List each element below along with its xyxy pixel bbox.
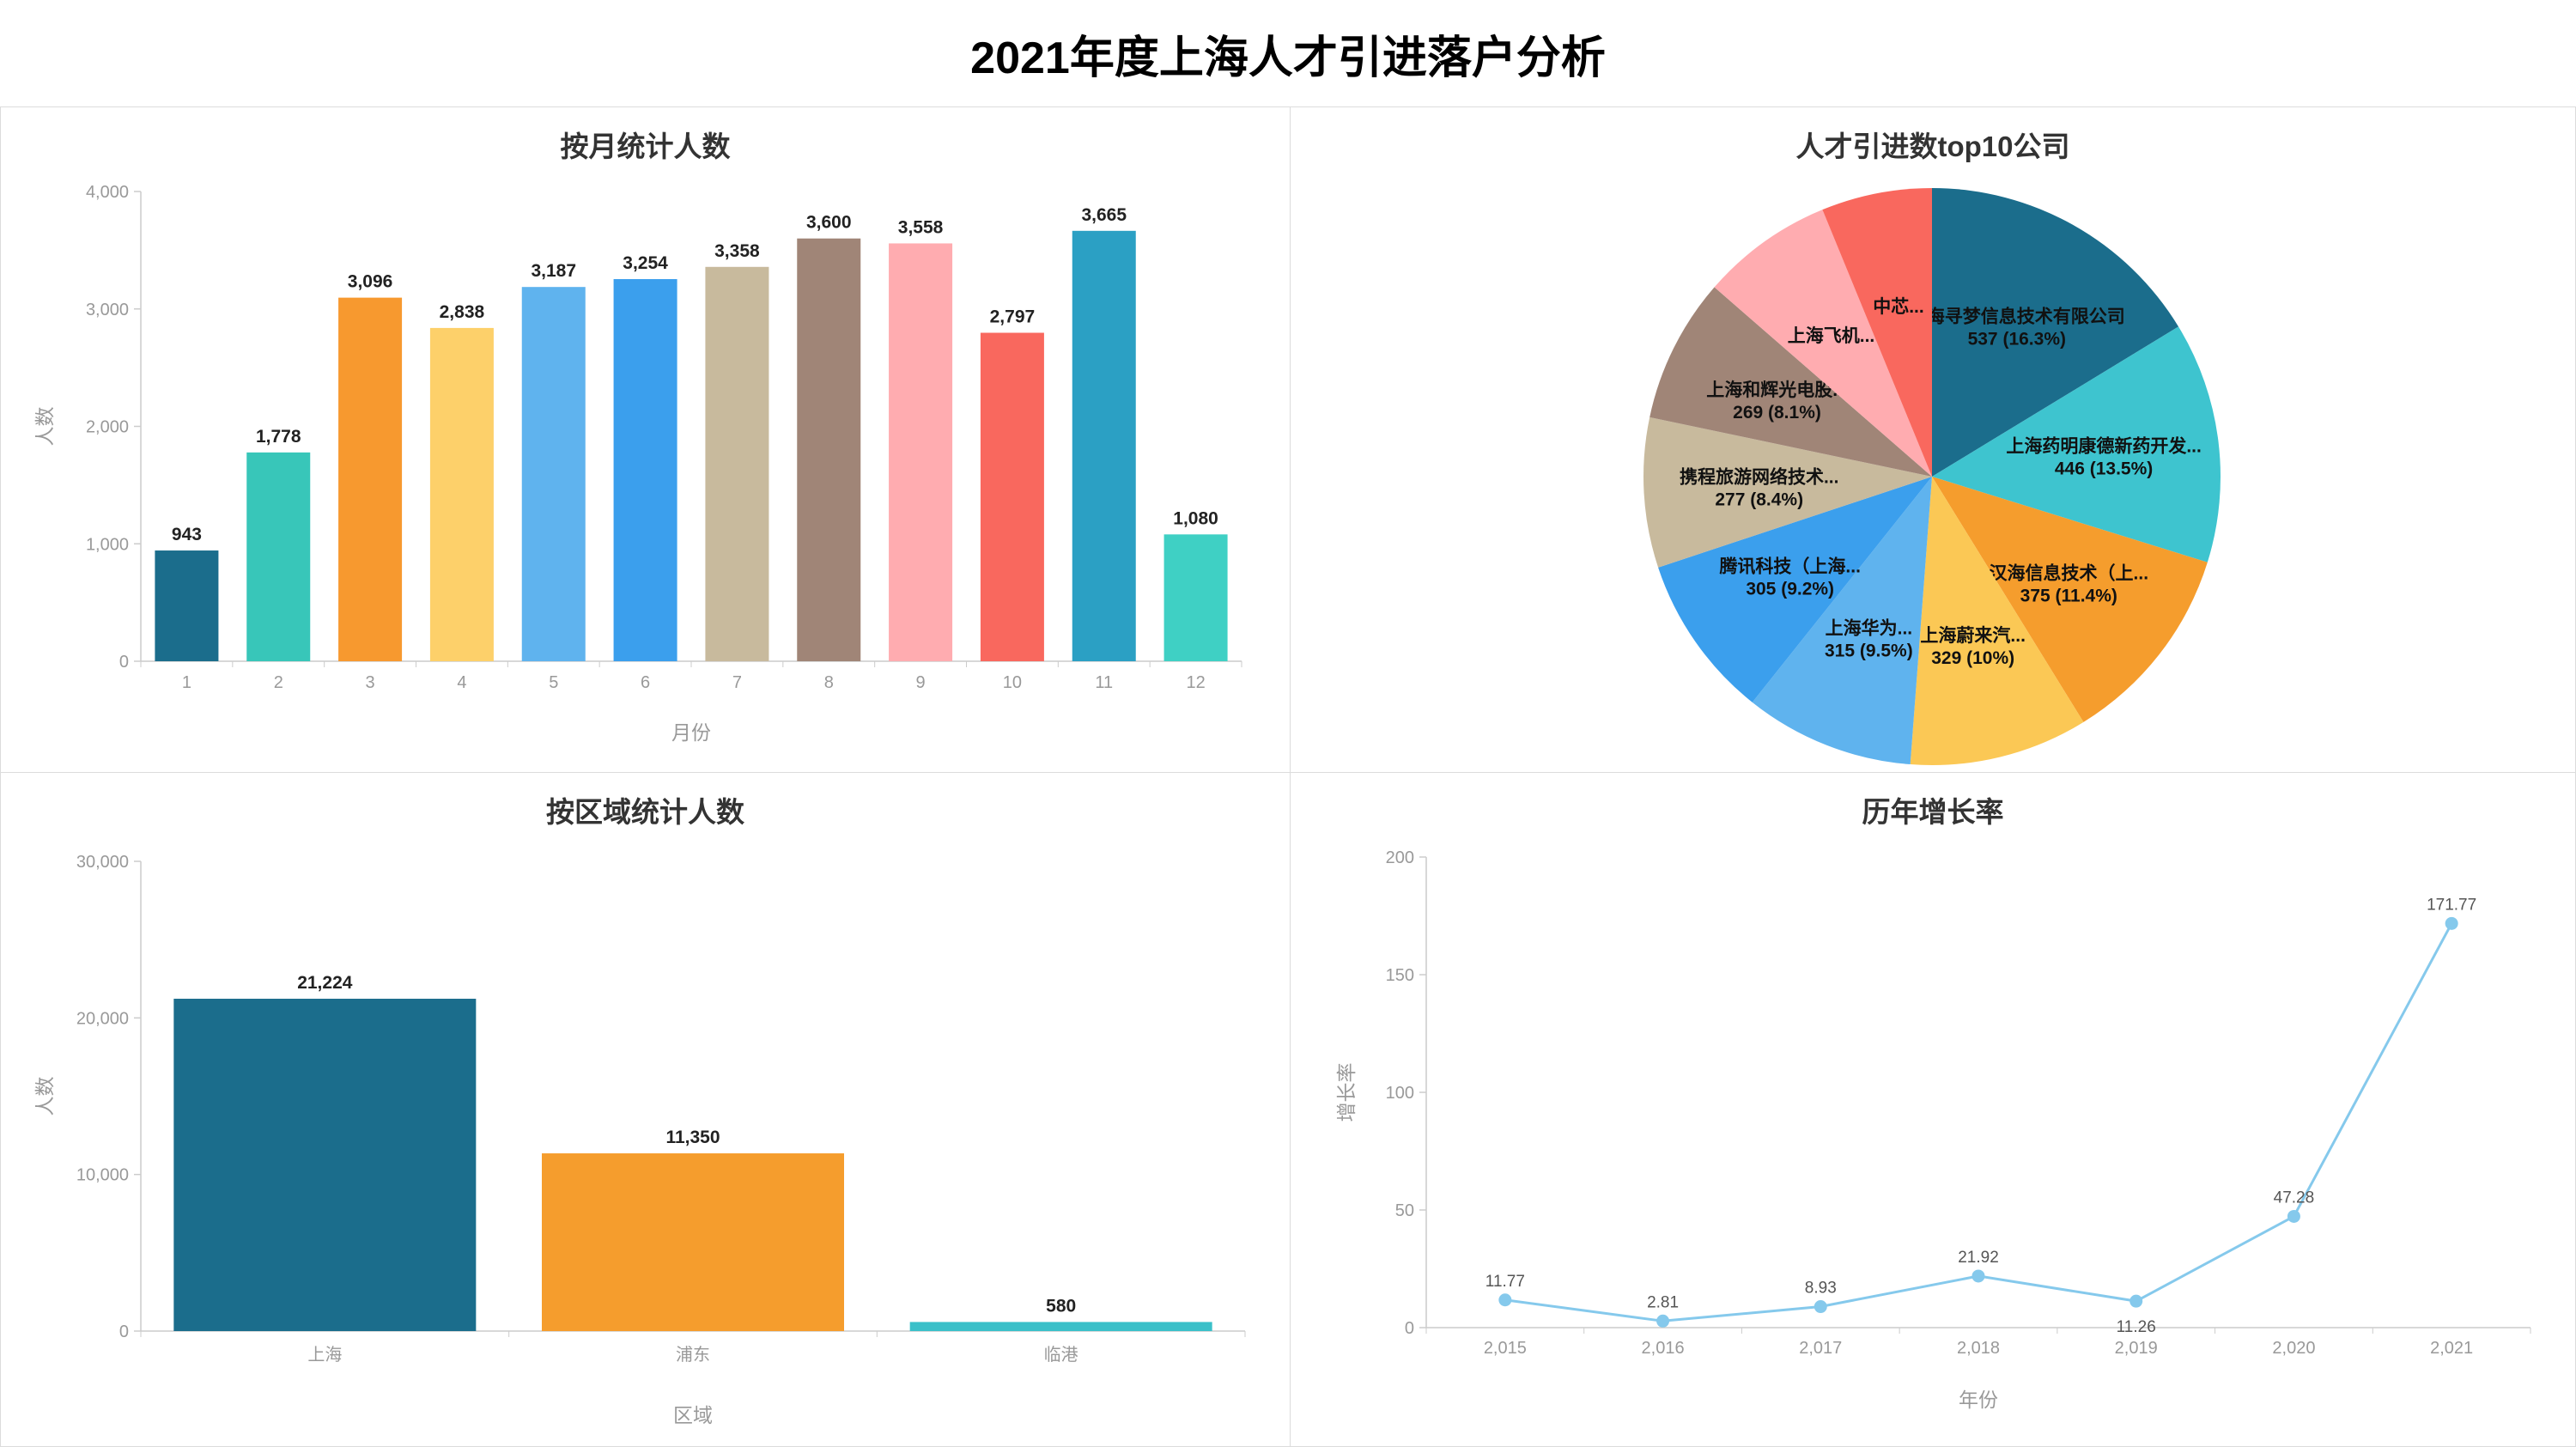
svg-text:7: 7 (732, 673, 741, 692)
svg-text:上海: 上海 (307, 1345, 342, 1365)
monthly-bar-chart[interactable]: 01,0002,0003,0004,000月份人数94311,77823,096… (2, 166, 1290, 771)
svg-text:10: 10 (1002, 673, 1021, 692)
svg-text:2,021: 2,021 (2430, 1339, 2473, 1358)
svg-text:171.77: 171.77 (2427, 896, 2476, 914)
svg-text:0: 0 (118, 1322, 128, 1341)
svg-text:100: 100 (1386, 1084, 1414, 1103)
svg-text:2,015: 2,015 (1484, 1339, 1527, 1358)
svg-text:2.81: 2.81 (1647, 1293, 1679, 1311)
svg-text:10,000: 10,000 (76, 1166, 128, 1185)
top10-chart-title: 人才引进数top10公司 (1795, 131, 2070, 162)
svg-text:年份: 年份 (1959, 1389, 1998, 1411)
svg-text:269 (8.1%): 269 (8.1%) (1733, 403, 1821, 423)
monthly-chart-title: 按月统计人数 (560, 131, 731, 162)
svg-text:中芯...: 中芯... (1873, 297, 1924, 317)
svg-text:12: 12 (1186, 673, 1205, 692)
svg-text:2,797: 2,797 (989, 307, 1035, 327)
svg-text:上海药明康德新药开发...: 上海药明康德新药开发... (2006, 435, 2202, 456)
svg-text:腾讯科技（上海...: 腾讯科技（上海... (1719, 556, 1861, 576)
growth-line-chart[interactable]: 0 50 100 150 200 年份 增长率 11.77 2,015 2.81 2,016 8.93… (1291, 831, 2574, 1445)
svg-text:0: 0 (118, 653, 128, 672)
svg-text:1,778: 1,778 (255, 427, 301, 447)
svg-text:11.26: 11.26 (2117, 1318, 2156, 1336)
svg-text:446 (13.5%): 446 (13.5%) (2055, 459, 2153, 478)
svg-text:3,558: 3,558 (897, 217, 943, 237)
svg-text:区域: 区域 (673, 1404, 713, 1426)
panel-growth-line-chart: 历年增长率 0 50 100 150 200 年份 增长率 11.77 2,015 2.81 2,0… (1291, 773, 2576, 1447)
svg-text:3,254: 3,254 (623, 253, 668, 273)
svg-text:47.28: 47.28 (2274, 1189, 2315, 1207)
panel-monthly-bar-chart: 按月统计人数 0 1,000 2,000 3,000 4,000 月份 人数 943 1 1,77… (0, 107, 1291, 773)
svg-text:150: 150 (1386, 966, 1414, 985)
svg-text:1,080: 1,080 (1173, 508, 1218, 528)
svg-text:2,000: 2,000 (85, 418, 128, 437)
svg-text:上海飞机...: 上海飞机... (1788, 325, 1875, 346)
svg-text:3,187: 3,187 (531, 261, 576, 281)
region-bar-chart[interactable]: 0 10,000 20,000 30,000 区域 人数 21,224 上海 11,350 浦东 5… (2, 831, 1290, 1445)
svg-text:上海华为...: 上海华为... (1826, 618, 1913, 639)
svg-text:2,019: 2,019 (2115, 1339, 2158, 1358)
svg-text:8.93: 8.93 (1805, 1280, 1837, 1298)
svg-text:5: 5 (549, 673, 558, 692)
svg-text:580: 580 (1046, 1296, 1076, 1316)
svg-text:月份: 月份 (671, 721, 711, 744)
svg-text:1,000: 1,000 (85, 535, 128, 554)
svg-text:上海和辉光电股...: 上海和辉光电股... (1706, 380, 1848, 400)
svg-text:375 (11.4%): 375 (11.4%) (2020, 587, 2117, 606)
svg-text:2,838: 2,838 (439, 302, 484, 322)
svg-text:上海蔚来汽...: 上海蔚来汽... (1920, 625, 2026, 646)
svg-text:2,020: 2,020 (2272, 1339, 2315, 1358)
charts-grid: 按月统计人数 0 1,000 2,000 3,000 4,000 月份 人数 943 1 1,77… (0, 106, 2576, 1447)
svg-text:1: 1 (181, 673, 191, 692)
svg-text:4,000: 4,000 (85, 183, 128, 202)
svg-text:329 (10%): 329 (10%) (1931, 648, 2014, 668)
svg-text:3: 3 (365, 673, 374, 692)
svg-text:9: 9 (915, 673, 925, 692)
svg-text:人数: 人数 (33, 1077, 56, 1116)
svg-text:临港: 临港 (1043, 1345, 1078, 1365)
svg-text:315 (9.5%): 315 (9.5%) (1825, 641, 1913, 661)
top10-pie-chart[interactable]: 上海寻梦信息技术有限公司 537 (16.3%) 上海药明康德新药开发... 446 … (1291, 166, 2574, 771)
svg-text:537 (16.3%): 537 (16.3%) (1968, 329, 2066, 349)
svg-text:3,000: 3,000 (85, 301, 128, 319)
svg-text:3,600: 3,600 (805, 213, 851, 233)
svg-text:30,000: 30,000 (76, 853, 128, 872)
svg-text:2: 2 (273, 673, 283, 692)
svg-text:305 (9.2%): 305 (9.2%) (1746, 579, 1834, 599)
svg-text:21.92: 21.92 (1958, 1249, 1999, 1267)
svg-text:277 (8.4%): 277 (8.4%) (1715, 489, 1803, 509)
growth-chart-title: 历年增长率 (1862, 796, 2004, 828)
svg-text:8: 8 (823, 673, 833, 692)
svg-text:4: 4 (457, 673, 466, 692)
panel-region-bar-chart: 按区域统计人数 0 10,000 20,000 30,000 区域 人数 21,224 上海 1… (0, 773, 1291, 1447)
svg-text:2,018: 2,018 (1957, 1339, 2000, 1358)
svg-text:3,096: 3,096 (347, 272, 392, 292)
svg-text:携程旅游网络技术...: 携程旅游网络技术... (1680, 466, 1839, 487)
svg-text:浦东: 浦东 (676, 1345, 710, 1365)
page-header: 2021年度上海人才引进落户分析 (0, 0, 2576, 106)
page-title: 2021年度上海人才引进落户分析 (970, 33, 1606, 83)
region-chart-title: 按区域统计人数 (546, 796, 744, 828)
svg-text:汉海信息技术（上...: 汉海信息技术（上... (1990, 563, 2149, 584)
svg-text:2,017: 2,017 (1799, 1339, 1842, 1358)
svg-text:增长率: 增长率 (1335, 1063, 1358, 1122)
svg-text:人数: 人数 (33, 407, 56, 447)
svg-text:0: 0 (1405, 1319, 1414, 1338)
svg-text:11.77: 11.77 (1485, 1273, 1525, 1291)
svg-text:11,350: 11,350 (665, 1128, 720, 1147)
svg-text:21,224: 21,224 (297, 973, 353, 993)
svg-text:3,358: 3,358 (714, 241, 760, 261)
svg-text:2,016: 2,016 (1642, 1339, 1685, 1358)
svg-text:上海寻梦信息技术有限公司: 上海寻梦信息技术有限公司 (1909, 306, 2125, 326)
svg-text:6: 6 (641, 673, 650, 692)
svg-text:50: 50 (1395, 1201, 1414, 1220)
panel-top10-pie-chart: 人才引进数top10公司 上海寻梦信息技术有限公司 537 (16.3%) 上海药明… (1291, 107, 2576, 773)
svg-text:200: 200 (1386, 848, 1414, 867)
svg-text:20,000: 20,000 (76, 1009, 128, 1028)
svg-text:3,665: 3,665 (1081, 205, 1127, 225)
svg-text:943: 943 (171, 525, 201, 544)
svg-text:11: 11 (1095, 673, 1113, 692)
